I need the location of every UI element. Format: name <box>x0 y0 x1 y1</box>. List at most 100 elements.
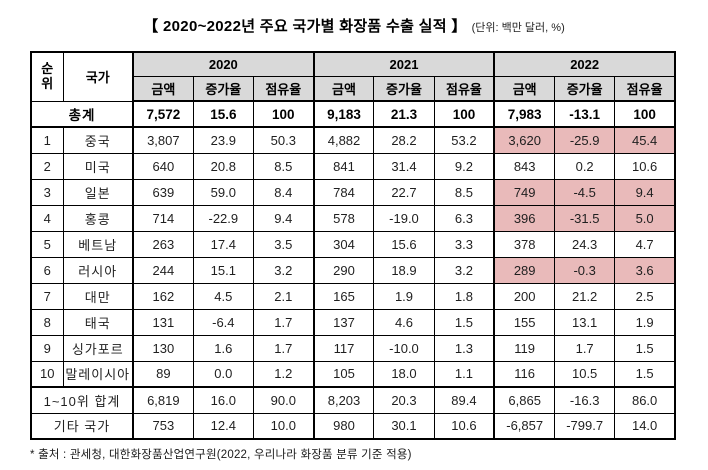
metric-header-amount: 금액 <box>312 76 375 102</box>
value-cell: 1.5 <box>614 360 676 388</box>
value-cell: 4.7 <box>614 230 676 258</box>
value-cell: 1.3 <box>433 334 495 362</box>
value-cell: 15.6 <box>373 230 435 258</box>
rank-cell: 3 <box>30 178 64 206</box>
metric-header-amount: 금액 <box>493 76 556 102</box>
year-header-2022: 2022 <box>493 51 676 77</box>
title-unit: (단위: 백만 달러, %) <box>471 22 565 34</box>
value-cell: 17.4 <box>192 230 254 258</box>
rank-cell: 8 <box>30 308 64 336</box>
metric-header-share: 점유율 <box>433 76 495 102</box>
rank-cell: 1 <box>30 126 64 154</box>
value-cell: 7,572 <box>131 100 194 128</box>
value-cell: 130 <box>131 334 194 362</box>
table-body: 총계 7,572 15.6 100 9,183 21.3 100 7,983 -13.1 100 1… <box>30 100 676 440</box>
value-cell: 15.6 <box>192 100 254 128</box>
footnote: * 출처 : 관세청, 대한화장품산업연구원(2022, 우리나라 화장품 분류… <box>30 449 412 461</box>
table-row: 1 중국 3,807 23.9 50.3 4,882 28.2 53.2 3,620 -25.9 4… <box>30 126 676 154</box>
value-cell: 3.2 <box>433 256 495 284</box>
country-cell: 베트남 <box>62 230 134 258</box>
rank-cell: 10 <box>30 360 64 388</box>
value-cell: 1.1 <box>433 360 495 388</box>
value-cell: 3,620 <box>493 126 556 154</box>
value-cell: -13.1 <box>554 100 616 128</box>
table-row: 7 대만 162 4.5 2.1 165 1.9 1.8 200 21.2 2.5 <box>30 282 676 310</box>
value-cell: 244 <box>131 256 194 284</box>
table-row: 4 홍콩 714 -22.9 9.4 578 -19.0 6.3 396 -31.5 5.0 <box>30 204 676 232</box>
value-cell: -22.9 <box>192 204 254 232</box>
value-cell: 21.3 <box>373 100 435 128</box>
value-cell: 1.2 <box>252 360 315 388</box>
value-cell: 165 <box>312 282 375 310</box>
value-cell: 89.4 <box>433 386 495 414</box>
value-cell: 9.4 <box>614 178 676 206</box>
value-cell: -19.0 <box>373 204 435 232</box>
value-cell: 15.1 <box>192 256 254 284</box>
country-cell: 미국 <box>62 152 134 180</box>
value-cell: 3.6 <box>614 256 676 284</box>
value-cell: 639 <box>131 178 194 206</box>
value-cell: 9.4 <box>252 204 315 232</box>
value-cell: 30.1 <box>373 412 435 440</box>
table-row: 9 싱가포르 130 1.6 1.7 117 -10.0 1.3 119 1.7 1.5 <box>30 334 676 362</box>
value-cell: 6,819 <box>131 386 194 414</box>
value-cell: 10.5 <box>554 360 616 388</box>
value-cell: 45.4 <box>614 126 676 154</box>
value-cell: 843 <box>493 152 556 180</box>
footer-label: 1~10위 합계 <box>30 386 134 414</box>
value-cell: 89 <box>131 360 194 388</box>
value-cell: 2.1 <box>252 282 315 310</box>
metric-header-growth: 증가율 <box>373 76 435 102</box>
footer-row: 1~10위 합계 6,819 16.0 90.0 8,203 20.3 89.4 6,865-… <box>30 386 676 414</box>
rank-cell: 4 <box>30 204 64 232</box>
value-cell: 263 <box>131 230 194 258</box>
value-cell: 2.5 <box>614 282 676 310</box>
value-cell: 12.4 <box>192 412 254 440</box>
value-cell: 53.2 <box>433 126 495 154</box>
value-cell: 50.3 <box>252 126 315 154</box>
rank-cell: 7 <box>30 282 64 310</box>
value-cell: 4.5 <box>192 282 254 310</box>
page-title: 【 2020~2022년 주요 국가별 화장품 수출 실적 】 (단위: 백만 달… <box>0 0 708 36</box>
value-cell: 9,183 <box>312 100 375 128</box>
value-cell: 23.9 <box>192 126 254 154</box>
value-cell: 105 <box>312 360 375 388</box>
value-cell: 200 <box>493 282 556 310</box>
value-cell: 7,983 <box>493 100 556 128</box>
value-cell: 20.8 <box>192 152 254 180</box>
table-row: 3 일본 639 59.0 8.4 784 22.7 8.5 749 -4.5 9.4 <box>30 178 676 206</box>
table-row: 10 말레이시아 89 0.0 1.2 105 18.0 1.1 116 10.5 1.5 <box>30 360 676 388</box>
value-cell: 290 <box>312 256 375 284</box>
value-cell: 14.0 <box>614 412 676 440</box>
value-cell: 396 <box>493 204 556 232</box>
value-cell: 59.0 <box>192 178 254 206</box>
country-cell: 러시아 <box>62 256 134 284</box>
value-cell: 1.8 <box>433 282 495 310</box>
value-cell: 3.5 <box>252 230 315 258</box>
value-cell: 1.9 <box>373 282 435 310</box>
value-cell: 13.1 <box>554 308 616 336</box>
table-row: 8 태국 131 -6.4 1.7 137 4.6 1.5 155 13.1 1.9 <box>30 308 676 336</box>
rank-header-line1: 순 <box>41 60 54 76</box>
value-cell: 6.3 <box>433 204 495 232</box>
country-cell: 태국 <box>62 308 134 336</box>
value-cell: 578 <box>312 204 375 232</box>
country-cell: 싱가포르 <box>62 334 134 362</box>
country-cell: 중국 <box>62 126 134 154</box>
total-label: 총계 <box>30 100 134 128</box>
value-cell: 1.5 <box>433 308 495 336</box>
value-cell: 21.2 <box>554 282 616 310</box>
value-cell: 714 <box>131 204 194 232</box>
value-cell: 28.2 <box>373 126 435 154</box>
value-cell: -0.3 <box>554 256 616 284</box>
value-cell: -799.7 <box>554 412 616 440</box>
value-cell: 1.9 <box>614 308 676 336</box>
value-cell: 3,807 <box>131 126 194 154</box>
country-cell: 말레이시아 <box>62 360 134 388</box>
export-table: 순 위 국가 2020 2021 2022 금액 증가율 점유율 금액 증가율 … <box>30 51 676 440</box>
value-cell: -10.0 <box>373 334 435 362</box>
value-cell: 90.0 <box>252 386 315 414</box>
value-cell: 6,865 <box>493 386 556 414</box>
value-cell: 116 <box>493 360 556 388</box>
value-cell: 841 <box>312 152 375 180</box>
